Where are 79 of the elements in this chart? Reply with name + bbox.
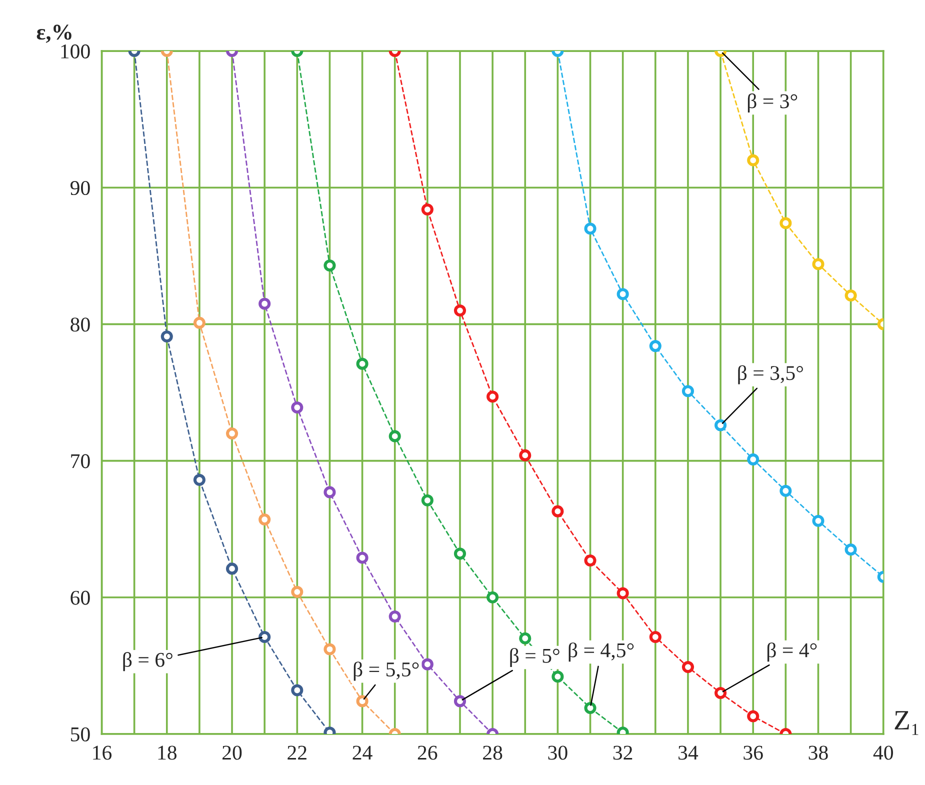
point [226,427,238,440]
text: β = 4° [767,642,817,662]
point [356,695,368,708]
point [291,586,304,598]
series-label: β = 3° [748,93,798,112]
x-tick-label: 38 [808,746,828,760]
point [519,632,532,644]
series-label: β = 3,5° [738,365,803,384]
x-tick-label: 34 [678,746,698,760]
y-axis-title: ε,% [36,24,72,43]
x-tick-label: 40 [873,746,893,760]
point [812,514,824,527]
point [682,385,694,398]
point [421,203,434,216]
point [421,658,434,670]
point [844,289,857,302]
x-tick-label: 26 [418,746,438,760]
y-tick-label: 80 [70,318,90,332]
point [616,587,629,600]
x-axis-title: Z₁ [894,711,918,735]
point [747,453,760,466]
point [812,258,824,270]
point [324,643,336,656]
y-tick-label: 70 [71,454,90,468]
point [388,610,401,623]
x-tick-label: 30 [548,746,568,760]
point [454,695,466,708]
point [193,474,206,486]
point [519,449,532,462]
point [160,330,173,343]
series-label: β = 5,5° [354,662,419,681]
point [324,486,336,498]
point [649,340,662,352]
x-tick-label: 24 [352,746,372,760]
point [780,484,792,497]
point [324,259,336,272]
x-tick-label: 20 [222,746,242,760]
point [226,562,238,575]
point [780,217,792,230]
point [454,304,466,317]
point [193,316,206,329]
point [747,154,760,166]
x-tick-label: 16 [93,746,112,760]
point [584,554,596,567]
point [388,430,401,442]
point [552,505,564,518]
point [356,552,368,564]
point [291,684,304,696]
point [844,544,857,556]
point [454,548,466,560]
text: β = 5° [510,648,560,668]
x-tick-label: 18 [158,746,177,760]
point [584,222,596,235]
point [747,710,760,722]
point [258,630,271,644]
x-tick-label: 22 [288,746,306,760]
point [486,390,499,403]
y-tick-label: 90 [70,180,90,196]
point [552,670,564,683]
point [714,686,727,700]
y-tick-label: 100 [61,44,90,58]
point [258,514,271,526]
point [649,630,662,644]
y-tick-label: 50 [71,727,90,742]
x-tick-label: 36 [744,746,763,760]
point [486,591,499,604]
point [584,702,596,714]
point [356,358,368,370]
point [421,494,434,506]
point [714,419,727,432]
point [291,401,304,414]
series-label: β = 4,5° [568,642,634,662]
y-tick-label: 60 [70,590,90,605]
point [258,298,271,310]
x-tick-label: 28 [483,746,502,760]
point [682,661,694,674]
point [616,288,629,300]
x-tick-label: 32 [613,746,632,760]
text: β = 6° [123,652,172,672]
